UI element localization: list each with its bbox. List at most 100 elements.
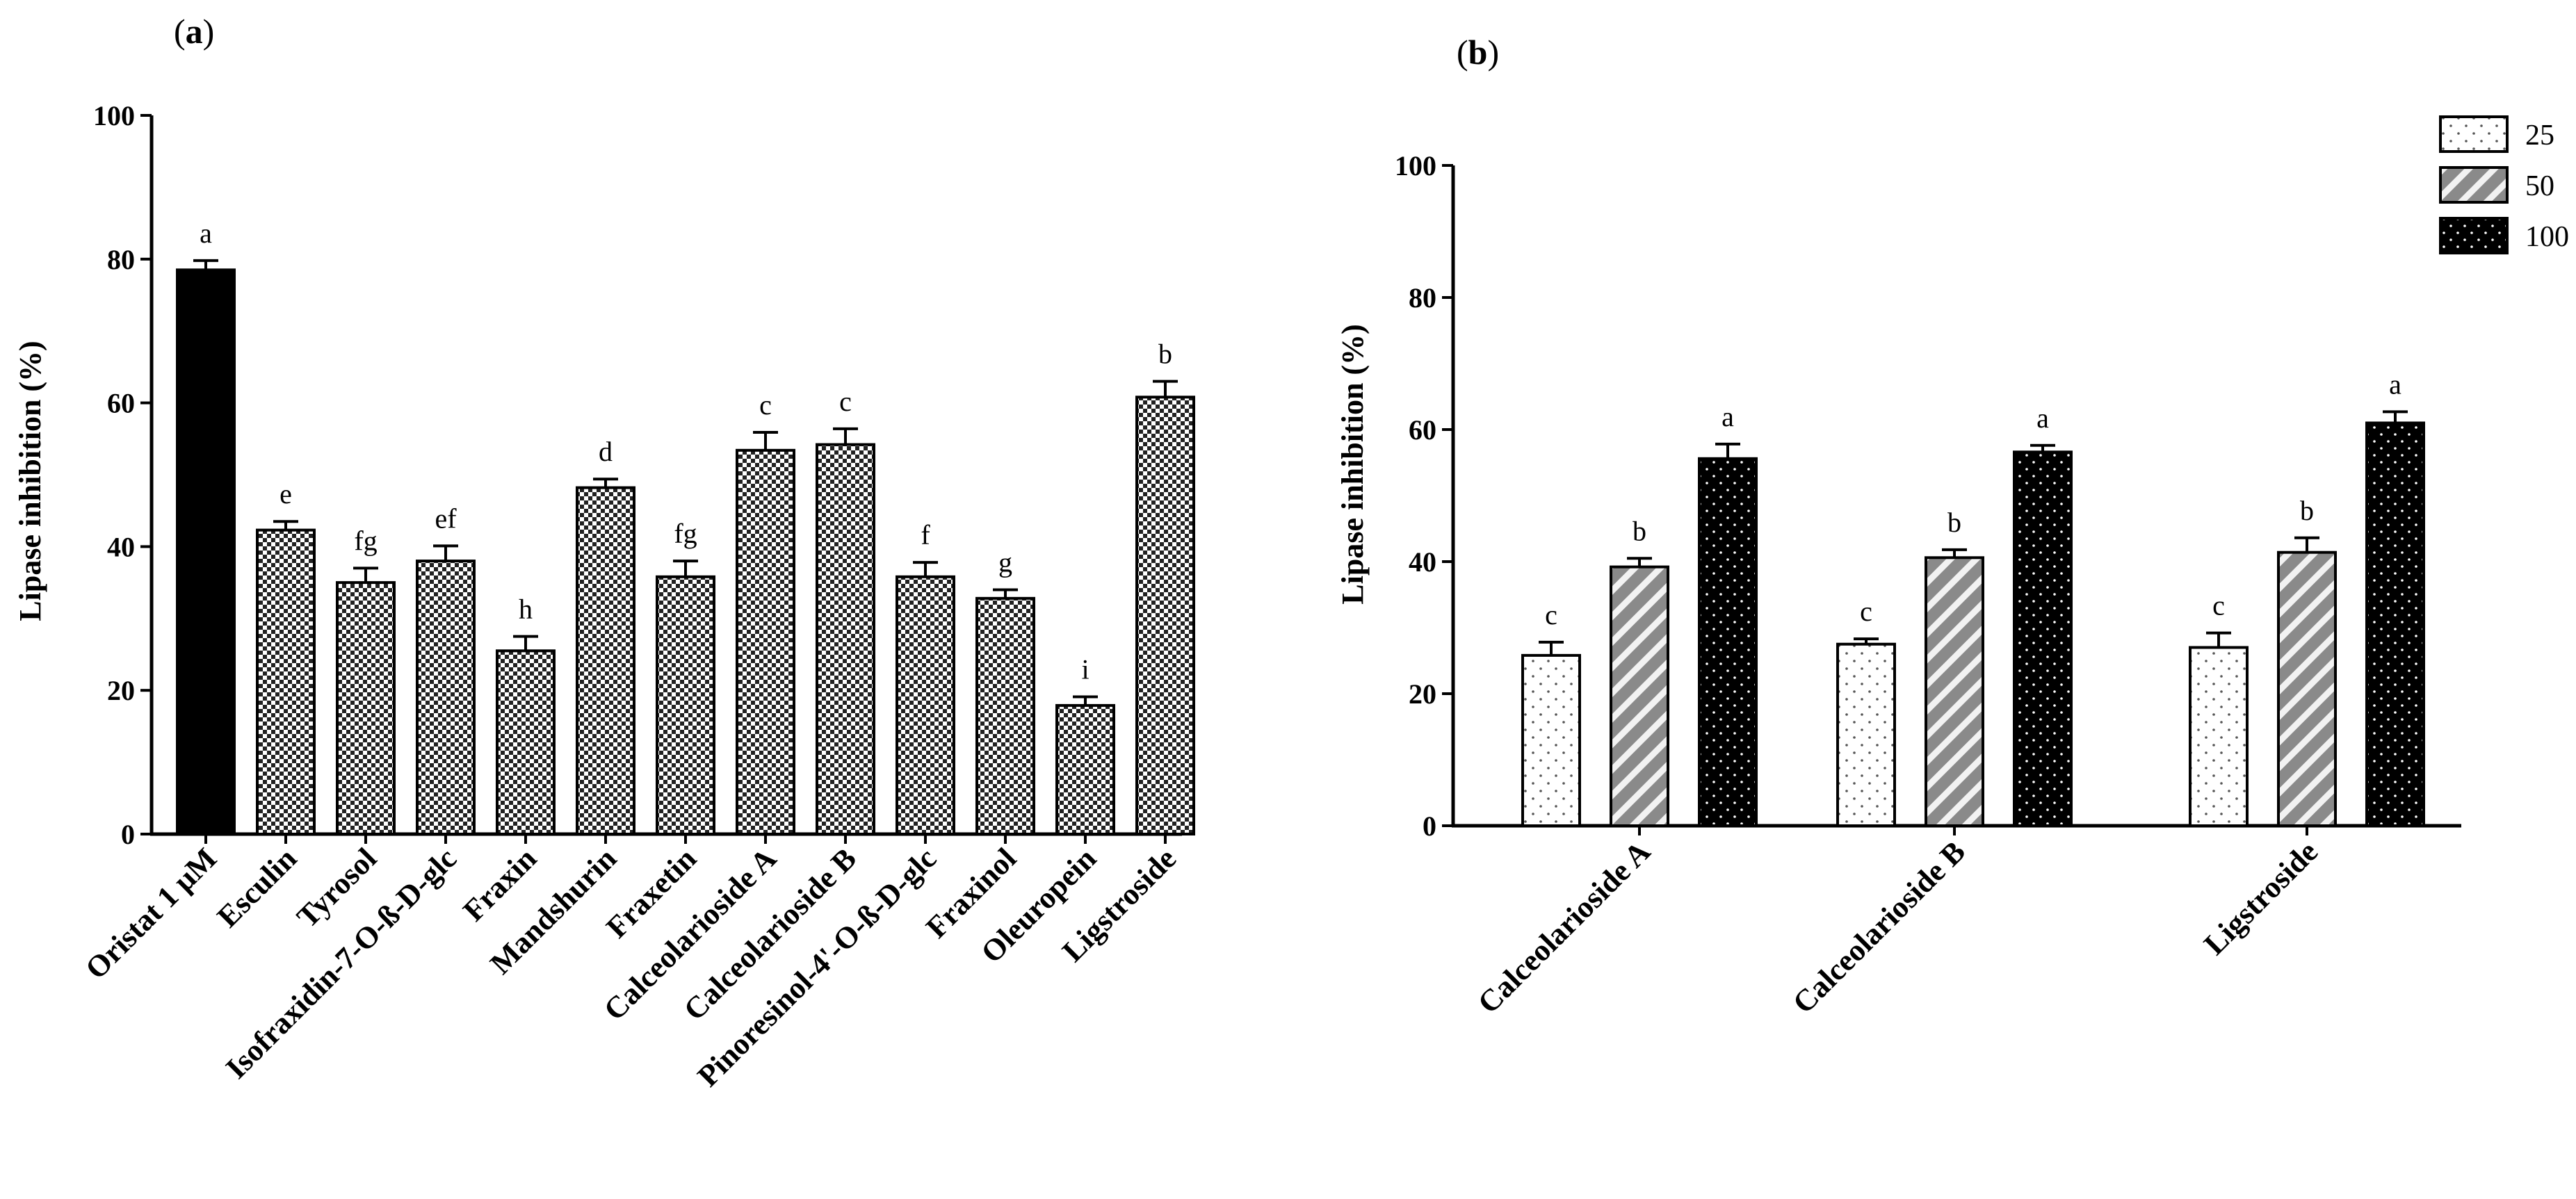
bar-ligstroside-25 (2189, 646, 2249, 827)
bar-tyrosol-significance: fg (354, 525, 377, 556)
panel-a-axes: 0 20 40 60 80 100 (93, 100, 1182, 850)
bar-calceolarioside-a-100-error (1715, 442, 1740, 459)
bar-calceolarioside-a-significance: c (759, 389, 772, 421)
bar-calceolarioside-a-100 (1698, 457, 1758, 827)
bar-calceolarioside-a (736, 448, 795, 835)
bar-oristat-1-m (176, 268, 236, 835)
bar-pinoresinol-4-o-d-glc-significance: f (921, 519, 930, 550)
panel-b-legend: 25 50 100 (2439, 115, 2569, 254)
panel-b-label: (b) (1457, 33, 1499, 72)
panel-b-letter: b (1468, 33, 1488, 72)
panel-b-y-tick-label-100: 100 (1395, 150, 1436, 181)
panel-a-y-tick-label-100: 100 (93, 100, 135, 131)
legend-swatch-100 (2439, 217, 2509, 254)
panel-a-y-tick-label-60: 60 (107, 388, 135, 419)
bar-fraxinol-significance: g (998, 546, 1012, 578)
legend-label-25: 25 (2525, 120, 2554, 152)
panel-a-y-axis-title: Lipase inhibition (%) (13, 341, 47, 621)
bar-calceolarioside-a-50-error (1627, 557, 1652, 567)
bar-calceolarioside-b-25-significance: c (1860, 596, 1872, 627)
x-tick-label-ligstroside: Ligstroside (2197, 834, 2324, 961)
bar-calceolarioside-a-error (753, 430, 778, 450)
bar-calceolarioside-b (816, 443, 875, 835)
bar-isofraxidin-7-o-d-glc-error (433, 544, 458, 562)
bar-calceolarioside-a-50 (1610, 565, 1669, 827)
bar-oleuropein (1055, 703, 1115, 835)
panel-a-bars (176, 259, 1195, 836)
legend-item-100: 100 (2439, 217, 2569, 254)
bar-fraxin (496, 649, 556, 836)
bar-calceolarioside-a-25 (1521, 653, 1581, 828)
bar-fraxinol (975, 596, 1035, 836)
bar-calceolarioside-a-100-significance: a (1722, 401, 1734, 432)
bar-isofraxidin-7-o-d-glc-significance: ef (435, 503, 457, 534)
bar-calceolarioside-a-25-error (1539, 640, 1564, 655)
bar-mandshurin-significance: d (599, 436, 613, 467)
x-tick-label-oristat-1-m: Oristat 1 μM (79, 841, 223, 986)
bar-ligstroside-100-significance: a (2389, 368, 2401, 400)
bar-mandshurin-error (593, 478, 618, 488)
x-tick-label-esculin: Esculin (211, 841, 303, 933)
panel-a-y-tick-label-80: 80 (107, 244, 135, 275)
bar-ligstroside-significance: b (1158, 339, 1172, 370)
bar-fraxinol-error (993, 588, 1018, 598)
legend-item-50: 50 (2439, 166, 2554, 204)
bar-pinoresinol-4-o-d-glc (896, 575, 955, 835)
bar-oleuropein-error (1073, 695, 1098, 705)
bar-calceolarioside-b-100 (2013, 450, 2073, 827)
bar-oleuropein-significance: i (1081, 654, 1089, 685)
panel-b-y-axis-title: Lipase inhibition (%) (1336, 324, 1370, 604)
bar-calceolarioside-b-significance: c (839, 386, 852, 417)
bar-oristat-1-m-error (193, 259, 218, 270)
panel-a-letter: a (186, 12, 203, 51)
bar-ligstroside-50 (2277, 550, 2337, 827)
bar-fraxetin-error (673, 560, 698, 577)
bar-ligstroside-25-error (2206, 631, 2231, 648)
bar-oristat-1-m-significance: a (200, 218, 212, 249)
bar-isofraxidin-7-o-d-glc (416, 560, 476, 836)
legend-swatch-50 (2439, 166, 2509, 204)
legend-swatch-25 (2439, 115, 2509, 153)
panel-b-y-tick-label-80: 80 (1409, 282, 1436, 313)
bar-fraxetin (656, 575, 715, 835)
x-tick-label-calceolarioside-a: Calceolarioside A (1471, 834, 1657, 1020)
bar-ligstroside-100 (2365, 421, 2425, 827)
bar-calceolarioside-b-50 (1925, 556, 1984, 827)
bar-ligstroside (1135, 395, 1195, 835)
panel-a: (a) Lipase inhibition (%) 0 20 40 60 80 100 a… (13, 12, 1195, 1093)
bar-esculin-error (273, 520, 298, 530)
x-tick-label-calceolarioside-b: Calceolarioside B (1786, 834, 1972, 1020)
bar-ligstroside-50-error (2294, 536, 2319, 553)
panel-b-y-tick-label-40: 40 (1409, 546, 1436, 578)
bar-tyrosol-error (353, 566, 378, 583)
panel-a-y-tick-label-40: 40 (107, 531, 135, 562)
panel-a-label: (a) (174, 12, 214, 51)
panel-b-y-tick-label-60: 60 (1409, 414, 1436, 446)
bar-ligstroside-25-significance: c (2212, 590, 2225, 621)
panel-b-y-tick-label-20: 20 (1409, 678, 1436, 710)
bar-calceolarioside-b-25 (1836, 642, 1896, 827)
bar-esculin (256, 528, 316, 835)
panel-a-y-tick-label-20: 20 (107, 675, 135, 706)
bar-calceolarioside-b-50-significance: b (1947, 507, 1961, 538)
bar-ligstroside-error (1153, 380, 1178, 398)
panel-b-bars (1521, 410, 2425, 828)
bar-ligstroside-50-significance: b (2300, 495, 2314, 526)
bar-calceolarioside-b-error (833, 427, 858, 445)
panel-b-y-tick-label-0: 0 (1423, 810, 1436, 842)
bar-calceolarioside-a-50-significance: b (1633, 515, 1646, 546)
panel-b: (b) Lipase inhibition (%) 0 20 40 60 80 100 c… (1336, 33, 2569, 1020)
bar-ligstroside-100-error (2383, 410, 2408, 423)
legend-label-50: 50 (2525, 170, 2554, 202)
bar-fraxin-error (513, 635, 538, 651)
bar-fraxin-significance: h (519, 594, 533, 625)
bar-esculin-significance: e (280, 478, 292, 509)
panel-a-y-tick-label-0: 0 (121, 819, 135, 850)
bar-mandshurin (576, 486, 635, 835)
bar-fraxetin-significance: fg (674, 518, 697, 549)
bar-tyrosol (336, 581, 396, 835)
legend-item-25: 25 (2439, 115, 2554, 153)
bar-calceolarioside-a-25-significance: c (1545, 599, 1557, 630)
